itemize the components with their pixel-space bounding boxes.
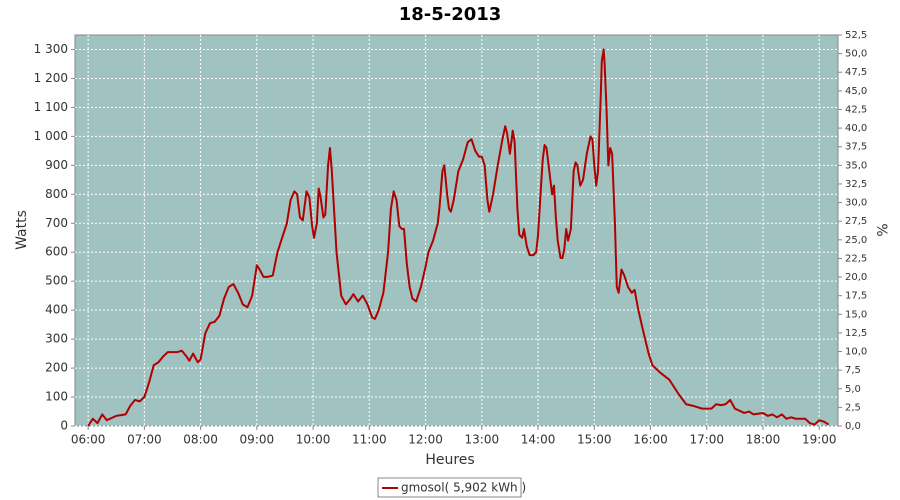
y2-tick-label: 10,0 [845, 347, 867, 358]
x-tick-label: 15:00 [577, 433, 612, 447]
y-tick-label: 1 300 [34, 42, 68, 56]
y-tick-label: 0 [60, 419, 68, 433]
y-axis-label: Watts [14, 210, 30, 250]
y2-tick-label: 12,5 [845, 328, 867, 339]
y-tick-label: 800 [45, 187, 68, 201]
y-tick-label: 1 000 [34, 129, 68, 143]
y2-tick-label: 22,5 [845, 253, 867, 264]
plot-area [74, 34, 839, 427]
y2-tick-label: 27,5 [845, 216, 867, 227]
y-tick-label: 100 [45, 390, 68, 404]
y-tick-label: 400 [45, 303, 68, 317]
y2-tick-label: 52,5 [845, 30, 867, 41]
x-tick-label: 13:00 [465, 433, 500, 447]
y2-tick-label: 40,0 [845, 123, 867, 134]
legend-box [377, 477, 522, 498]
y-tick-label: 200 [45, 361, 68, 375]
x-tick-label: 16:00 [633, 433, 668, 447]
y2-tick-label: 42,5 [845, 104, 867, 115]
x-tick-label: 11:00 [352, 433, 387, 447]
x-tick-label: 08:00 [183, 433, 218, 447]
y2-tick-label: 50,0 [845, 49, 867, 60]
x-tick-label: 17:00 [689, 433, 724, 447]
y-tick-label: 500 [45, 274, 68, 288]
y2-tick-label: 7,5 [845, 365, 861, 376]
x-tick-label: 07:00 [127, 433, 162, 447]
y-tick-label: 600 [45, 245, 68, 259]
y2-tick-label: 0,0 [845, 421, 861, 432]
legend-label: gmosol( 5,902 kWh ) [401, 481, 526, 495]
y2-tick-label: 45,0 [845, 86, 867, 97]
x-tick-label: 18:00 [746, 433, 781, 447]
y2-tick-label: 17,5 [845, 291, 867, 302]
y-tick-label: 700 [45, 216, 68, 230]
chart-title: 18-5-2013 [399, 4, 502, 25]
y2-tick-label: 2,5 [845, 402, 861, 413]
x-tick-label: 06:00 [71, 433, 106, 447]
y2-tick-label: 32,5 [845, 179, 867, 190]
x-tick-label: 10:00 [296, 433, 331, 447]
y2-tick-label: 20,0 [845, 272, 867, 283]
x-tick-label: 19:00 [802, 433, 837, 447]
y-tick-label: 300 [45, 332, 68, 346]
x-axis-label: Heures [425, 452, 474, 468]
y-tick-label: 1 100 [34, 100, 68, 114]
y2-tick-label: 25,0 [845, 235, 867, 246]
y2-tick-label: 30,0 [845, 198, 867, 209]
y2-tick-label: 5,0 [845, 384, 861, 395]
y2-tick-label: 35,0 [845, 160, 867, 171]
x-tick-label: 14:00 [521, 433, 556, 447]
y2-axis-label: % [873, 223, 889, 236]
y2-tick-label: 47,5 [845, 67, 867, 78]
x-tick-label: 12:00 [408, 433, 443, 447]
line-series [87, 48, 830, 427]
x-tick-label: 09:00 [240, 433, 275, 447]
y2-tick-label: 37,5 [845, 142, 867, 153]
y2-tick-label: 15,0 [845, 309, 867, 320]
y-tick-label: 900 [45, 158, 68, 172]
y-tick-label: 1 200 [34, 71, 68, 85]
